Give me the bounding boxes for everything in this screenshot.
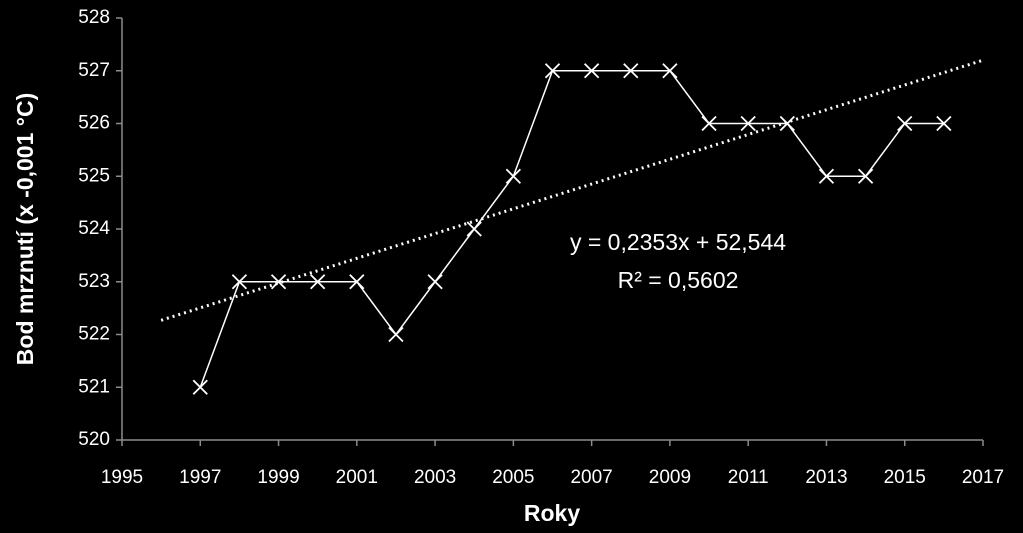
data-marker	[623, 63, 639, 79]
data-marker	[349, 274, 365, 290]
y-tick-label: 524	[78, 218, 110, 239]
data-marker	[310, 274, 326, 290]
x-tick-label: 2017	[962, 467, 1004, 488]
data-marker	[388, 326, 404, 343]
data-marker	[740, 115, 756, 132]
x-tick-label: 2003	[414, 467, 456, 488]
data-marker	[936, 115, 952, 132]
y-axis-label: Bod mrznutí (x -0,001 °C)	[12, 93, 38, 365]
data-marker	[897, 115, 913, 132]
trend-r2: R² = 0,5602	[618, 267, 739, 293]
data-line	[199, 70, 944, 388]
y-tick-label: 521	[78, 376, 110, 397]
data-marker	[427, 274, 443, 290]
y-tick-label: 523	[78, 271, 110, 292]
x-tick-label: 2001	[336, 467, 378, 488]
y-tick-label: 525	[78, 165, 110, 186]
x-tick-label: 2015	[884, 467, 926, 488]
y-tick-label: 526	[78, 113, 110, 134]
y-tick-label: 528	[78, 7, 110, 28]
x-tick-label: 2009	[649, 467, 691, 488]
data-marker	[505, 168, 522, 184]
x-tick-label: 1997	[179, 467, 221, 488]
y-tick-label: 527	[78, 60, 110, 81]
x-tick-label: 1999	[257, 467, 299, 488]
data-marker	[270, 274, 287, 290]
x-axis-label: Roky	[524, 500, 580, 526]
data-marker	[192, 379, 208, 395]
x-tick-label: 2005	[492, 467, 534, 488]
data-marker	[544, 63, 561, 79]
data-marker	[662, 63, 678, 79]
data-marker	[857, 168, 874, 184]
data-marker	[779, 115, 795, 132]
trend-equation: y = 0,2353x + 52,544	[570, 229, 786, 255]
data-marker	[701, 115, 717, 132]
y-tick-label: 522	[78, 324, 110, 345]
data-marker	[466, 221, 482, 237]
x-tick-label: 1995	[101, 467, 143, 488]
x-tick-label: 2011	[728, 467, 769, 488]
x-tick-label: 2013	[805, 467, 847, 488]
x-tick-label: 2007	[570, 467, 612, 488]
data-marker	[583, 63, 600, 79]
data-marker	[231, 274, 248, 290]
data-marker	[818, 168, 835, 184]
y-tick-label: 520	[78, 429, 110, 450]
